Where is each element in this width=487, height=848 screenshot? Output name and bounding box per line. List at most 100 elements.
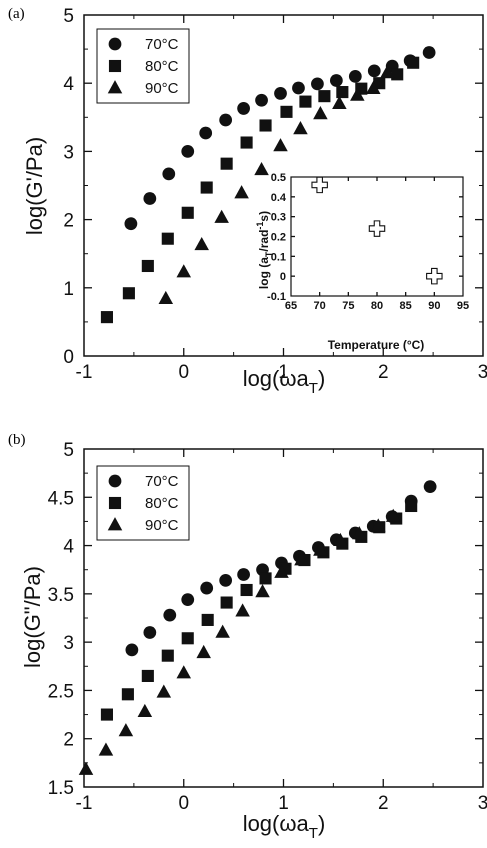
data-point-square [181, 206, 194, 219]
y-tick-label: 0 [63, 347, 74, 368]
y-tick-label: 3 [63, 633, 74, 654]
data-point-square [280, 105, 293, 118]
data-point-triangle [78, 761, 94, 775]
legend-label: 80°C [145, 58, 179, 75]
y-tick-label: 4.5 [48, 488, 74, 509]
data-point-square [161, 232, 174, 245]
data-point-circle [219, 573, 233, 587]
x-axis-label-b: log(ωaT) [243, 811, 326, 842]
y-tick-label: 0 [280, 271, 286, 283]
data-point-triangle [254, 161, 269, 176]
data-point-circle [124, 217, 138, 231]
y-tick-label: 0.2 [271, 232, 286, 244]
legend-b-items: 70°C 80°C 90°C [107, 473, 179, 534]
x-axis-label-a-close: ) [318, 366, 325, 391]
data-point-triangle [158, 290, 174, 305]
x-tick-label: 75 [342, 300, 354, 312]
legend-label: 70°C [145, 36, 179, 53]
x-tick-label: 1 [278, 362, 289, 383]
data-point-circle [255, 93, 268, 107]
data-point-square [141, 259, 154, 273]
data-point-square [391, 68, 404, 81]
x-tick-label: 90 [428, 300, 440, 312]
data-point-triangle [294, 552, 309, 566]
y-tick-label: 5 [63, 440, 74, 461]
data-point-square [220, 596, 233, 609]
data-point-circle [181, 593, 195, 607]
inset-y-axis-label: log (aT/rad-1s) [255, 211, 274, 289]
data-point-circle [181, 145, 195, 158]
inset-data-point [368, 220, 386, 237]
data-point-square [299, 95, 312, 108]
data-point-triangle [352, 526, 367, 540]
legend-marker-circle [108, 37, 122, 51]
x-tick-label: 3 [478, 362, 487, 383]
data-point-circle [274, 87, 287, 100]
legend-marker-triangle [107, 517, 123, 531]
data-point-circle [125, 643, 139, 657]
inset-axis-ticks: 65 70 75 80 85 90 95 -0.1 0 0.1 0.2 0.3 0.4 0.5 [267, 172, 469, 312]
data-point-triangle [176, 665, 192, 679]
y-tick-label: 4 [63, 74, 74, 95]
y-tick-label: 0.5 [271, 172, 286, 184]
y-tick-label: 1.5 [48, 778, 74, 799]
data-point-triangle [313, 542, 328, 556]
data-point-square [405, 499, 418, 513]
y-tick-label: 2 [63, 730, 74, 751]
data-point-circle [219, 113, 233, 127]
data-point-triangle [350, 87, 365, 101]
panel-b: (b) -1 0 1 2 3 1.5 2 2.5 3 3.5 4 4.5 5 log(G"/Pa) lo… [8, 432, 487, 842]
panel-label-a: (a) [8, 6, 25, 22]
data-point-triangle [196, 644, 211, 659]
legend-marker-triangle [107, 80, 123, 94]
data-point-triangle [215, 624, 230, 638]
data-point-circle [143, 626, 157, 639]
data-point-square [259, 119, 272, 132]
inset-y-label-sup: -1 [255, 222, 265, 230]
x-axis-label-b-close: ) [318, 811, 325, 836]
data-point-square [100, 311, 113, 324]
data-point-circle [311, 77, 324, 91]
x-axis-label-b-sub: T [309, 825, 318, 842]
x-tick-label: -1 [76, 362, 93, 383]
data-point-triangle [379, 65, 395, 79]
data-marks-a [100, 46, 436, 324]
y-axis-label-b: log(G"/Pa) [20, 566, 45, 668]
data-point-circle [237, 568, 250, 581]
data-point-circle [163, 608, 177, 622]
inset-y-label-main: log (a [257, 257, 271, 289]
data-point-square [200, 181, 213, 194]
data-point-circle [423, 480, 437, 494]
legend-marker-circle [108, 474, 122, 488]
data-point-square [240, 583, 253, 597]
data-point-square [318, 90, 331, 103]
data-point-circle [329, 74, 343, 87]
data-point-triangle [366, 80, 381, 94]
legend-label: 90°C [145, 517, 179, 534]
data-marks-b [78, 480, 437, 775]
data-point-circle [422, 46, 436, 59]
data-point-circle [162, 167, 176, 181]
data-point-square [240, 136, 253, 149]
data-point-triangle [234, 185, 249, 199]
data-point-triangle [273, 138, 288, 152]
data-point-square [201, 613, 214, 626]
x-tick-label: 85 [400, 300, 412, 312]
x-tick-label: 0 [178, 362, 189, 383]
x-tick-label: 3 [478, 793, 487, 814]
legend-label: 90°C [145, 80, 179, 97]
data-point-circle [143, 192, 157, 205]
inset-data-point [311, 176, 328, 194]
data-point-triangle [98, 742, 114, 756]
axis-ticks-b: -1 0 1 2 3 1.5 2 2.5 3 3.5 4 4.5 5 [48, 440, 487, 814]
legend-a-items: 70°C 80°C 90°C [107, 36, 179, 97]
y-tick-label: 0.4 [271, 192, 287, 204]
inset-y-label-end: s) [257, 211, 271, 222]
data-point-triangle [137, 703, 153, 717]
data-point-circle [348, 70, 362, 83]
data-point-square [141, 669, 154, 682]
data-point-square [336, 86, 349, 99]
data-point-triangle [333, 532, 348, 547]
legend-marker-square [108, 496, 122, 510]
data-point-circle [292, 81, 305, 95]
